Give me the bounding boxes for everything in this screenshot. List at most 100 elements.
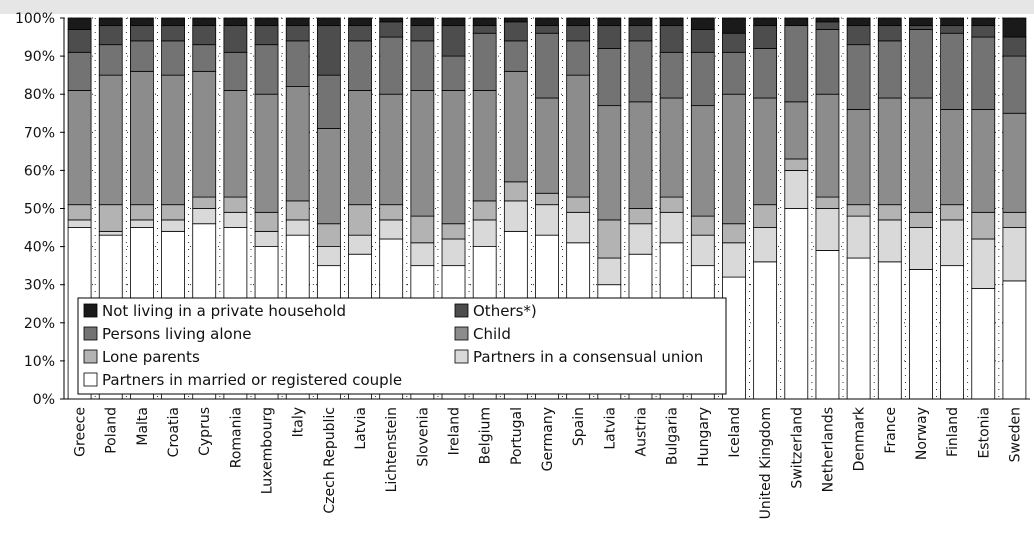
bar-segment bbox=[909, 227, 933, 270]
bar-segment bbox=[846, 215, 871, 259]
bar-segment bbox=[971, 109, 996, 213]
bar-segment bbox=[877, 261, 902, 400]
bar-segment bbox=[535, 192, 559, 206]
bar-segment bbox=[98, 74, 123, 206]
bar-segment bbox=[690, 51, 715, 107]
bar-segment bbox=[285, 40, 310, 87]
bar-segment bbox=[628, 40, 653, 103]
x-tick-label: Romania bbox=[228, 407, 244, 468]
bar-segment bbox=[690, 234, 715, 267]
bar-segment bbox=[161, 17, 185, 27]
bar-segment bbox=[410, 17, 435, 27]
bar-segment bbox=[410, 25, 435, 42]
bar-segment bbox=[348, 89, 372, 206]
bar-segment bbox=[535, 17, 559, 27]
axes bbox=[60, 17, 1030, 400]
bar-segment bbox=[67, 29, 92, 53]
x-tick-label: Finland bbox=[945, 407, 961, 457]
bar-segment bbox=[285, 25, 310, 42]
x-tick-label: Malta bbox=[135, 407, 151, 446]
bar-segment bbox=[254, 44, 279, 95]
bar-segment bbox=[535, 204, 559, 236]
bar-segment bbox=[161, 40, 185, 76]
bar-segment bbox=[971, 17, 996, 27]
bar-segment bbox=[940, 109, 964, 206]
x-tick-label: Latvia bbox=[353, 407, 369, 450]
bar-segment bbox=[192, 44, 217, 72]
bar-segment bbox=[472, 17, 497, 27]
bar-segment bbox=[410, 242, 435, 267]
bar-segment bbox=[130, 17, 154, 27]
bar-segment bbox=[940, 17, 964, 27]
bar-segment bbox=[285, 200, 310, 221]
bar-segment bbox=[597, 219, 622, 259]
bar-segment bbox=[223, 51, 248, 91]
legend-label: Partners in married or registered couple bbox=[102, 371, 402, 389]
legend-label: Lone parents bbox=[102, 348, 200, 366]
bar-segment bbox=[161, 25, 185, 42]
x-tick-label: Portugal bbox=[509, 407, 525, 465]
bar-segment bbox=[503, 200, 528, 232]
legend-label: Others*) bbox=[473, 302, 537, 320]
bar-segment bbox=[98, 17, 123, 27]
legend-swatch bbox=[83, 303, 98, 318]
y-tick-label: 100% bbox=[15, 11, 55, 27]
y-tick-label: 60% bbox=[24, 163, 55, 179]
bar-segment bbox=[722, 223, 746, 244]
bar-segment bbox=[877, 97, 902, 206]
legend-swatch bbox=[83, 349, 98, 364]
bar-segment bbox=[597, 257, 622, 286]
bar-segment bbox=[379, 219, 404, 240]
bar-segment bbox=[815, 29, 840, 95]
bar-segment bbox=[192, 25, 217, 46]
bar-segment bbox=[1002, 227, 1027, 282]
x-tick-label: Netherlands bbox=[820, 407, 836, 492]
x-tick-label: Hungary bbox=[696, 407, 712, 467]
x-tick-label: Slovenia bbox=[415, 407, 431, 467]
bar-segment bbox=[597, 48, 622, 107]
bar-segment bbox=[348, 204, 372, 236]
bar-segment bbox=[940, 265, 964, 400]
bar-segment bbox=[316, 17, 341, 27]
bar-segment bbox=[472, 200, 497, 221]
y-tick-label: 10% bbox=[24, 354, 55, 370]
bar-segment bbox=[597, 105, 622, 221]
x-tick-label: Greece bbox=[73, 407, 89, 457]
legend-label: Persons living alone bbox=[102, 325, 251, 343]
x-tick-label: Switzerland bbox=[789, 407, 805, 489]
bar-segment bbox=[348, 40, 372, 91]
bar-segment bbox=[472, 25, 497, 34]
bar-segment bbox=[1002, 36, 1027, 57]
bar-segment bbox=[192, 17, 217, 27]
bar-segment bbox=[815, 17, 840, 23]
bar-segment bbox=[379, 204, 404, 221]
bar-segment bbox=[1002, 17, 1027, 38]
bar-segment bbox=[815, 208, 840, 251]
bar-segment bbox=[722, 51, 746, 95]
bar-segment bbox=[815, 21, 840, 30]
bar-segment bbox=[877, 17, 902, 27]
x-tick-label: Estonia bbox=[976, 407, 992, 459]
bar-segment bbox=[877, 40, 902, 99]
legend-box bbox=[77, 297, 727, 395]
bar-segment bbox=[690, 29, 715, 53]
bar-segment bbox=[877, 219, 902, 263]
legend-swatch bbox=[83, 326, 98, 341]
bar-segment bbox=[472, 89, 497, 202]
legend-label: Not living in a private household bbox=[102, 302, 346, 320]
bar-segment bbox=[971, 238, 996, 289]
bar-segment bbox=[223, 89, 248, 198]
bar-segment bbox=[940, 25, 964, 34]
bar-segment bbox=[67, 89, 92, 206]
bar-segment bbox=[566, 196, 591, 213]
bar-segment bbox=[815, 196, 840, 209]
top-band bbox=[0, 0, 1034, 14]
bar-segment bbox=[846, 257, 871, 400]
x-tick-labels: Greece Poland Malta Croatia Cyprus Romania Lux… bbox=[73, 406, 1024, 519]
bar-segment bbox=[846, 204, 871, 217]
bar-segment bbox=[784, 208, 809, 400]
x-tick-label: Lichtenstein bbox=[384, 407, 400, 492]
bar-segment bbox=[410, 89, 435, 217]
bar-segment bbox=[909, 211, 933, 228]
y-tick-label: 70% bbox=[24, 125, 55, 141]
